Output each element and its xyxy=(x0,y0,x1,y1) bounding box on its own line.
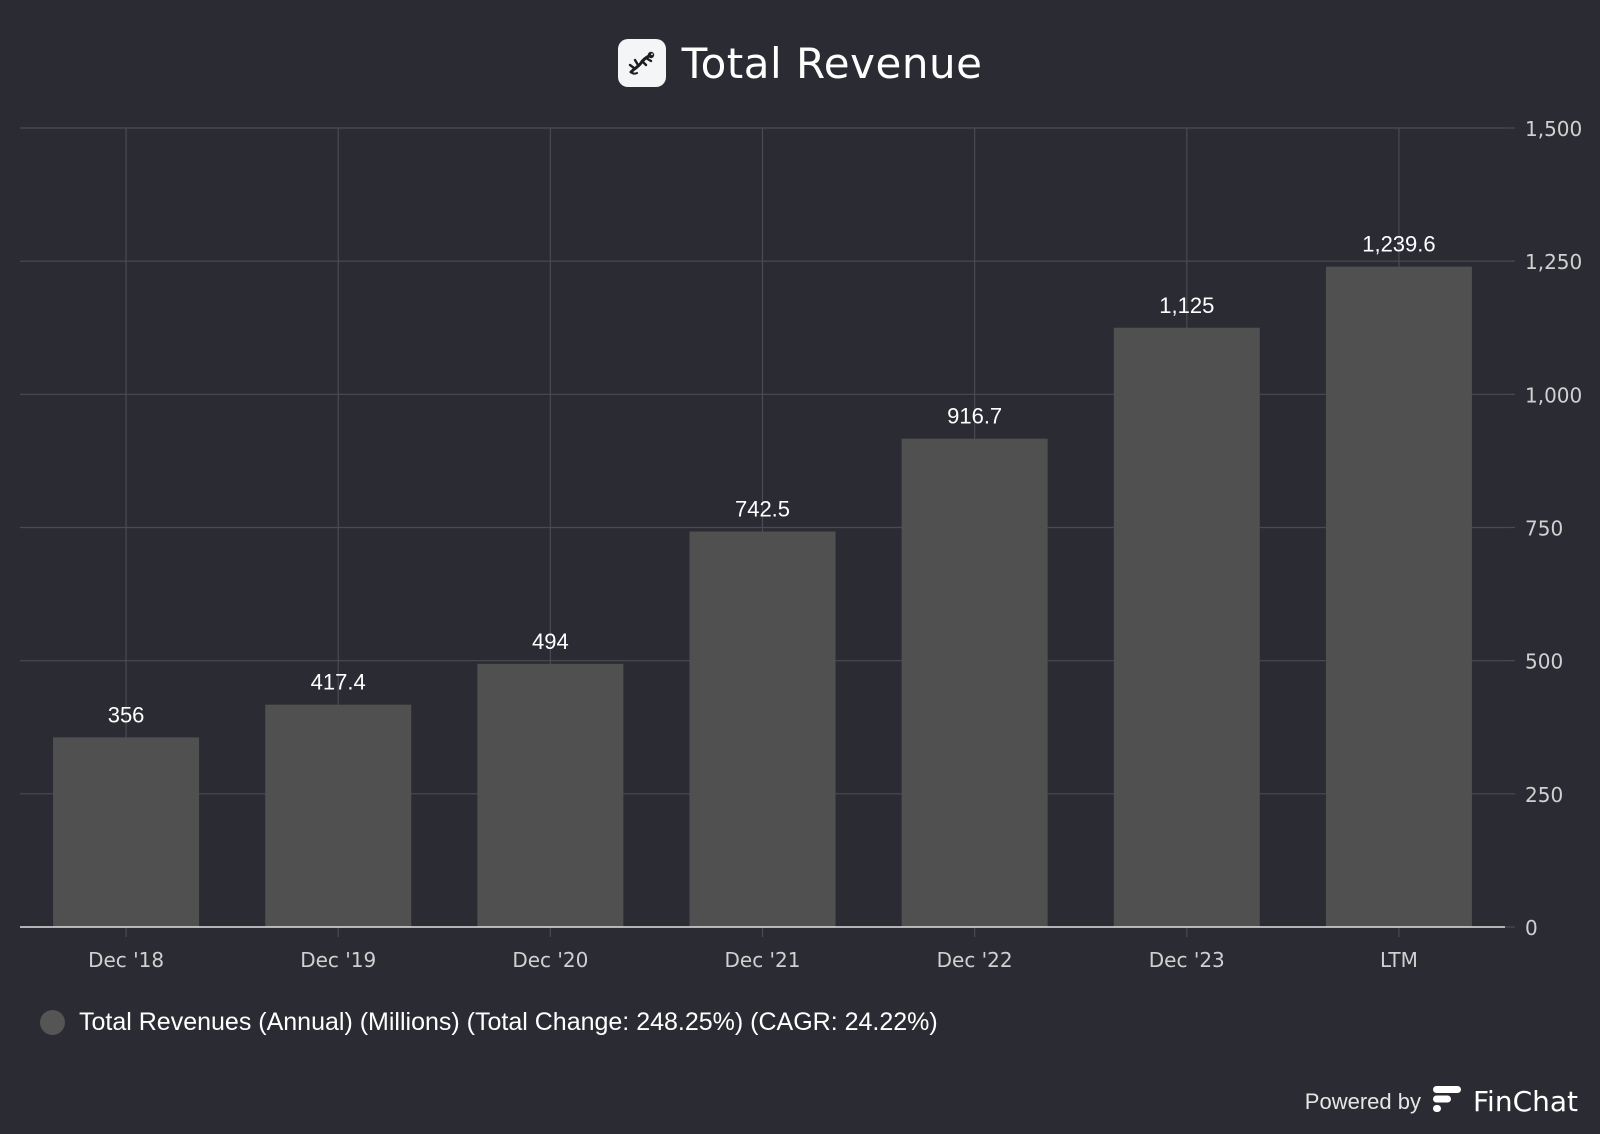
bar xyxy=(689,531,836,927)
y-tick-label: 1,250 xyxy=(1525,250,1582,274)
y-tick-label: 250 xyxy=(1525,783,1563,807)
bar xyxy=(265,704,412,927)
y-tick-label: 1,500 xyxy=(1525,117,1582,141)
bar-value-label: 916.7 xyxy=(947,404,1002,429)
bar-value-label: 494 xyxy=(532,629,569,654)
legend-swatch xyxy=(40,1010,65,1035)
chart-header: Total Revenue xyxy=(0,36,1600,90)
bar-value-label: 742.5 xyxy=(735,496,790,521)
chart-title: Total Revenue xyxy=(681,38,983,88)
bar-value-label: 1,239.6 xyxy=(1362,232,1435,257)
chart-legend[interactable]: Total Revenues (Annual) (Millions) (Tota… xyxy=(40,1008,938,1037)
brand-name: FinChat xyxy=(1472,1085,1578,1118)
y-tick-label: 1,000 xyxy=(1525,383,1582,407)
bar-value-label: 417.4 xyxy=(311,670,366,695)
x-tick-label: LTM xyxy=(1380,948,1418,972)
bar xyxy=(1325,266,1472,927)
x-tick-label: Dec '23 xyxy=(1149,948,1225,972)
x-tick-label: Dec '21 xyxy=(724,948,800,972)
company-logo-icon xyxy=(617,39,666,87)
bar-value-label: 356 xyxy=(108,702,145,727)
bar xyxy=(53,737,200,927)
x-tick-label: Dec '22 xyxy=(937,948,1013,972)
y-tick-label: 0 xyxy=(1525,916,1538,940)
x-tick-label: Dec '18 xyxy=(88,948,164,972)
x-tick-label: Dec '19 xyxy=(300,948,376,972)
bar xyxy=(477,663,624,927)
y-tick-label: 500 xyxy=(1525,650,1563,674)
bar-value-label: 1,125 xyxy=(1159,293,1214,318)
x-tick-label: Dec '20 xyxy=(512,948,588,972)
powered-by[interactable]: Powered by FinChat xyxy=(1305,1084,1578,1119)
finchat-logo-icon xyxy=(1431,1084,1463,1119)
bar xyxy=(1113,327,1260,927)
revenue-bar-chart: 0 250 500 750 1,000 1,250 1,500 356 417.4 494 742.… xyxy=(20,117,1582,972)
y-tick-label: 750 xyxy=(1525,517,1563,541)
powered-by-label: Powered by xyxy=(1304,1088,1421,1114)
bar xyxy=(901,438,1048,927)
legend-label: Total Revenues (Annual) (Millions) (Tota… xyxy=(79,1008,938,1036)
